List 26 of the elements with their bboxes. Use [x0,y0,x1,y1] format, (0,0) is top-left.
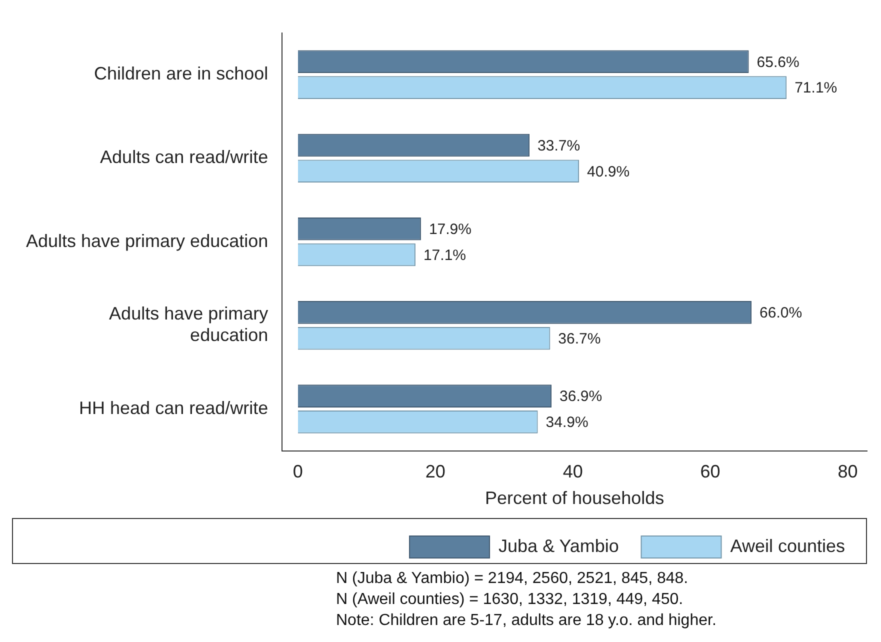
x-tick-label: 0 [292,462,303,482]
x-tick-label: 60 [700,462,720,482]
data-label: 71.1% [794,80,838,97]
data-label: 17.1% [423,246,466,264]
legend-label: Aweil counties [730,536,845,556]
data-label: 33.7% [538,137,580,154]
y-tick-label: Adults can read/write [100,147,268,168]
data-label: 65.6% [756,54,800,71]
y-tick-label: Children are in school [94,64,268,84]
data-label: 17.9% [428,220,472,238]
data-label: 34.9% [546,414,588,432]
legend-label: Juba & Yambio [498,536,619,556]
text: Note: Children are 5-17, adults are 18 y.o. and higher. [336,611,718,631]
y-tick-label: Adults have primary education [26,230,268,251]
data-label: 40.9% [587,163,630,180]
text: N (Juba & Yambio) = 2194, 2560, 2521, 845, 848. [336,569,690,589]
x-axis-title: Percent of households [485,488,664,508]
text: N (Aweil counties) = 1630, 1332, 1319, 449, 450. [336,590,684,610]
x-tick-label: 80 [838,462,858,482]
x-tick-label: 40 [562,462,583,482]
y-tick-label: Adults have primary education [109,304,268,346]
y-tick-label: HH head can read/write [79,398,268,418]
data-label: 36.7% [558,330,601,348]
data-label: 36.9% [560,388,602,406]
data-label: 66.0% [760,304,802,322]
x-tick-label: 20 [425,462,446,482]
